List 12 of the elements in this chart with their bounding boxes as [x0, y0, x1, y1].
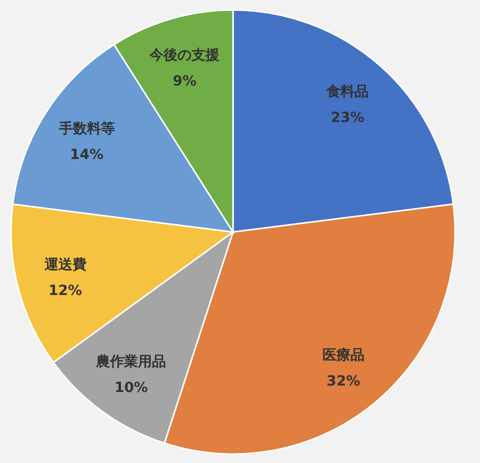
slice-label: 運送費 [43, 257, 86, 274]
slice-label: 食料品 [326, 84, 369, 100]
slice-label: 農作業用品 [95, 354, 166, 370]
data-label: 14% [70, 147, 104, 164]
slice-label: 医療品 [322, 346, 364, 364]
data-label: 12% [48, 283, 82, 300]
data-label: 9% [172, 74, 197, 90]
slice-label: 今後の支援 [148, 48, 220, 64]
slice-label: 手数料等 [58, 120, 115, 138]
data-label: 32% [326, 373, 360, 390]
data-label: 10% [114, 380, 148, 396]
data-label: 23% [330, 110, 364, 126]
